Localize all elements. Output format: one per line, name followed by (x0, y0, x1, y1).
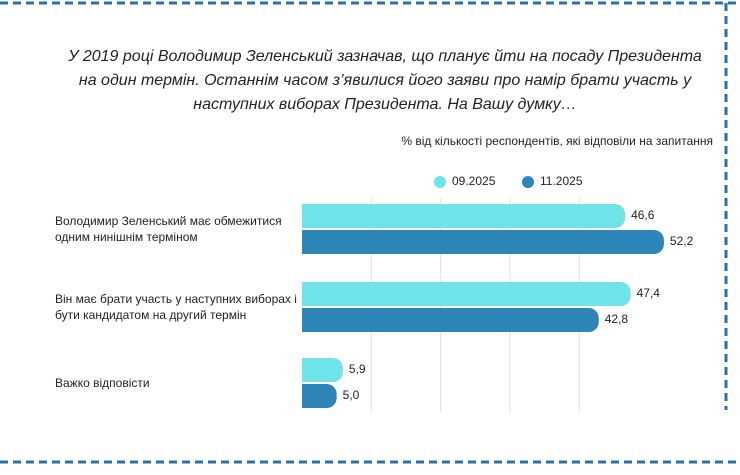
bar (302, 358, 343, 382)
legend-marker (434, 176, 446, 188)
bar (302, 308, 599, 332)
bar (302, 282, 631, 306)
legend-label: 11.2025 (540, 174, 583, 188)
value-label: 47,4 (637, 286, 661, 300)
category-label: Володимир Зеленський має обмежитися одни… (55, 214, 282, 244)
bar (302, 204, 626, 229)
bar (302, 384, 337, 408)
category-label: Він має брати участь у наступних виборах… (55, 292, 297, 322)
value-label: 5,9 (349, 362, 366, 376)
bar (302, 230, 664, 254)
category-label: Важко відповісти (55, 376, 150, 390)
legend-marker (522, 176, 534, 188)
chart-title: У 2019 році Володимир Зеленський зазнача… (68, 48, 702, 113)
legend-label: 09.2025 (452, 174, 496, 188)
value-label: 42,8 (605, 312, 629, 326)
value-label: 52,2 (670, 234, 694, 248)
value-label: 46,6 (631, 208, 655, 222)
subtitle: % від кількості респондентів, які відпов… (401, 134, 713, 148)
value-label: 5,0 (343, 388, 360, 402)
